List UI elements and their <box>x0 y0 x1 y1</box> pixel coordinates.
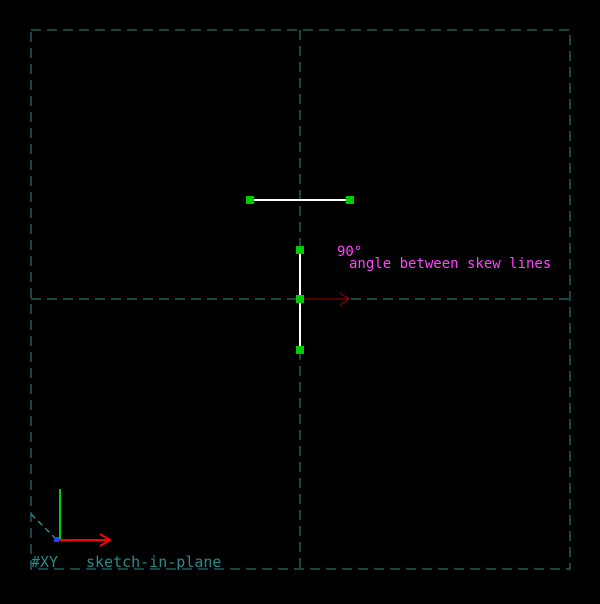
plane-name-label: #XY <box>31 553 58 571</box>
workplane-normal-arrow <box>300 292 350 306</box>
workplane-boundary <box>30 29 571 570</box>
point-h-start[interactable] <box>246 196 254 204</box>
axis-triad <box>30 489 112 547</box>
point-v-start[interactable] <box>296 246 304 254</box>
axis-origin <box>54 537 59 542</box>
point-v-mid[interactable] <box>296 295 304 303</box>
z-axis <box>30 513 59 542</box>
angle-constraint-value[interactable]: 90° <box>337 244 362 260</box>
point-h-end[interactable] <box>346 196 354 204</box>
x-axis-arrowhead <box>99 533 112 547</box>
point-v-end[interactable] <box>296 346 304 354</box>
angle-constraint-comment[interactable]: angle between skew lines <box>349 256 551 272</box>
plane-type-label: sketch-in-plane <box>86 553 221 571</box>
